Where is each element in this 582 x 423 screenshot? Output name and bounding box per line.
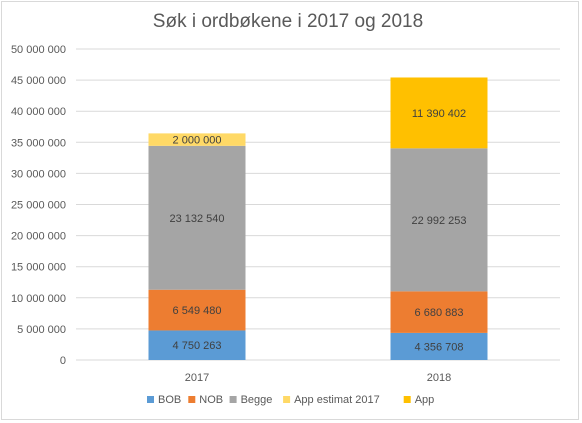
legend-label: BOB [158,394,181,406]
y-tick-label: 15 000 000 [11,262,66,274]
data-label: 4 356 708 [415,341,464,353]
y-tick-label: 40 000 000 [11,106,66,118]
data-label: 11 390 402 [412,108,466,120]
bar-segment [148,133,246,146]
legend: BOB NOB Begge App estimat 2017 App [147,394,434,406]
legend-label: App [415,394,435,406]
y-tick-label: 30 000 000 [11,168,66,180]
y-tick-label: 50 000 000 [11,44,66,56]
data-label: 2 000 000 [173,135,222,147]
y-tick-label: 5 000 000 [17,324,66,336]
bar-segment [390,291,488,333]
data-label: 6 680 883 [415,307,464,319]
data-label: 22 992 253 [411,215,466,227]
data-label: 6 549 480 [173,305,222,317]
y-axis-ticks: 0 5 000 000 10 000 000 15 000 000 20 000 000… [11,44,66,367]
data-label: 23 132 540 [169,213,224,225]
bar-segment [390,148,488,292]
legend-swatch [403,396,411,403]
legend-swatch [147,396,154,403]
y-tick-label: 0 [60,355,66,367]
y-tick-label: 45 000 000 [11,75,66,87]
legend-label: App estimat 2017 [294,394,380,406]
legend-label: Begge [241,394,273,406]
x-tick-label: 2017 [185,372,209,384]
y-tick-label: 25 000 000 [11,200,66,212]
y-tick-label: 20 000 000 [11,231,66,243]
legend-swatch [229,396,237,403]
bar-segment [148,145,246,290]
y-tick-label: 35 000 000 [11,137,66,149]
x-axis-ticks: 2017 2018 [185,372,451,384]
chart-title: Søk i ordbøkene i 2017 og 2018 [153,11,423,32]
bar-segment [390,77,488,149]
y-tick-label: 10 000 000 [11,293,66,305]
bar-segment [148,330,246,360]
bar-segment [390,332,488,360]
bar-segment [148,289,246,331]
bars: 4 750 263 6 549 480 23 132 540 2 000 000 4 3… [148,77,488,360]
legend-swatch [283,396,291,403]
data-label: 4 750 263 [173,340,222,352]
legend-swatch [188,396,196,403]
legend-label: NOB [199,394,223,406]
x-tick-label: 2018 [427,372,451,384]
